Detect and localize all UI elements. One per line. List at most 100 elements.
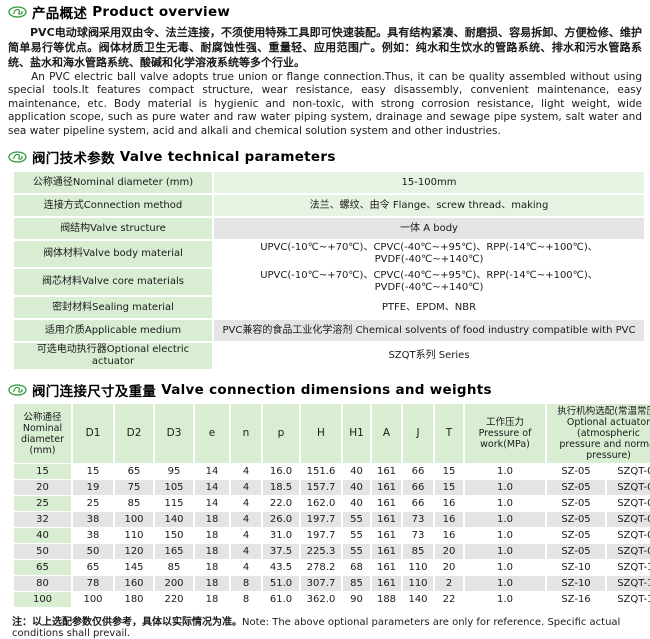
dimension-cell: 14	[195, 464, 229, 480]
dimension-cell: 278.2	[301, 560, 341, 576]
dimension-cell: 8	[231, 576, 261, 592]
dimension-cell: 1.0	[465, 576, 545, 592]
dimension-cell: SZ-10	[547, 576, 605, 592]
col-header-dimension: D1	[73, 404, 113, 464]
col-header-dimension: H	[301, 404, 341, 464]
param-value: PTFE、EPDM、NBR	[214, 297, 644, 319]
dimension-row: 65 65 145 85 18 4 43.5 278.2 68 161 110 20 1.0 SZ-10 S…	[14, 560, 650, 576]
dimension-cell: SZ-16	[547, 592, 605, 608]
overview-paragraph-en: An PVC electric ball valve adopts true u…	[8, 71, 642, 137]
nominal-diameter-cell: 80	[14, 576, 71, 592]
nominal-diameter-cell: 25	[14, 496, 71, 512]
nominal-diameter-cell: 65	[14, 560, 71, 576]
param-value: UPVC(-10℃~+70℃)、CPVC(-40℃~+95℃)、RPP(-14℃…	[214, 269, 644, 296]
dimension-cell: 4	[231, 480, 261, 496]
overview-title-zh: 产品概述	[32, 6, 88, 22]
tech-param-row: 公称通径Nominal diameter (mm) 15-100mm	[14, 172, 644, 194]
dimension-cell: 85	[403, 544, 433, 560]
dimension-cell: 26.0	[263, 512, 299, 528]
dimension-cell: 55	[343, 512, 370, 528]
dimension-cell: 140	[155, 512, 193, 528]
tech-param-row: 连接方式Connection method 法兰、螺纹、由令 Flange、scr…	[14, 195, 644, 217]
footnote-zh: 注：以上选配参数仅供参考，具体以实际情况为准。	[12, 617, 242, 629]
dimension-cell: 18	[195, 544, 229, 560]
param-label: 阀结构Valve structure	[14, 218, 212, 240]
dimension-cell: 18	[195, 512, 229, 528]
param-label: 连接方式Connection method	[14, 195, 212, 217]
dimension-cell: 160	[115, 576, 153, 592]
dimension-cell: 55	[343, 544, 370, 560]
dimension-cell: 4	[231, 464, 261, 480]
dimension-cell: 120	[115, 544, 153, 560]
tech-params-title-en: Valve technical parameters	[119, 149, 336, 166]
dimensions-heading: 阀门连接尺寸及重量 Valve connection dimensions an…	[8, 380, 642, 400]
dimension-cell: 18	[195, 528, 229, 544]
dimension-cell: 15	[73, 464, 113, 480]
nominal-diameter-cell: 50	[14, 544, 71, 560]
dimension-row: 15 15 65 95 14 4 16.0 151.6 40 161 66 15 1.0 SZ-05 SZQ…	[14, 464, 650, 480]
dimension-cell: 75	[115, 480, 153, 496]
dimension-cell: 19	[73, 480, 113, 496]
tech-param-row: 阀体材料Valve body material UPVC(-10℃~+70℃)、C…	[14, 241, 644, 268]
dimension-cell: 18	[195, 576, 229, 592]
dimension-cell: 40	[343, 480, 370, 496]
dimension-cell: 165	[155, 544, 193, 560]
param-value: SZQT系列 Series	[214, 343, 644, 370]
dimension-row: 32 38 100 140 18 4 26.0 197.7 55 161 73 16 1.0 SZ-05 S…	[14, 512, 650, 528]
dimension-cell: SZQT-05	[607, 480, 650, 496]
dimension-cell: SZ-10	[547, 560, 605, 576]
param-label: 密封材料Sealing material	[14, 297, 212, 319]
dimension-cell: 73	[403, 528, 433, 544]
dimension-cell: 1.0	[465, 528, 545, 544]
dimension-cell: 16	[435, 528, 463, 544]
dimension-cell: SZQT-10	[607, 576, 650, 592]
dimension-row: 50 50 120 165 18 4 37.5 225.3 55 161 85 20 1.0 SZ-05 S…	[14, 544, 650, 560]
nominal-diameter-cell: 20	[14, 480, 71, 496]
tech-param-row: 阀芯材料Valve core materials UPVC(-10℃~+70℃)、…	[14, 269, 644, 296]
dimension-cell: 225.3	[301, 544, 341, 560]
dimension-cell: SZ-05	[547, 480, 605, 496]
dimension-cell: 161	[372, 528, 401, 544]
dimension-cell: 85	[343, 576, 370, 592]
dimension-cell: 4	[231, 512, 261, 528]
tech-params-table: 公称通径Nominal diameter (mm) 15-100mm 连接方式Con…	[12, 170, 646, 371]
dimension-cell: 25	[73, 496, 113, 512]
dimension-cell: 161	[372, 480, 401, 496]
dimension-cell: 37.5	[263, 544, 299, 560]
dimension-row: 25 25 85 115 14 4 22.0 162.0 40 161 66 16 1.0 SZ-05 SZ…	[14, 496, 650, 512]
param-label: 适用介质Applicable medium	[14, 320, 212, 342]
dimension-cell: 65	[115, 464, 153, 480]
dimension-cell: 1.0	[465, 560, 545, 576]
dimension-cell: 2	[435, 576, 463, 592]
dimension-cell: 50	[73, 544, 113, 560]
col-header-dimension: D3	[155, 404, 193, 464]
dimension-cell: 220	[155, 592, 193, 608]
dimension-cell: 22.0	[263, 496, 299, 512]
dimension-cell: 61.0	[263, 592, 299, 608]
nominal-diameter-cell: 32	[14, 512, 71, 528]
dimension-cell: 4	[231, 560, 261, 576]
dimension-cell: 15	[435, 464, 463, 480]
dimension-cell: 85	[155, 560, 193, 576]
dimension-cell: 140	[403, 592, 433, 608]
tech-param-row: 密封材料Sealing material PTFE、EPDM、NBR	[14, 297, 644, 319]
dimension-cell: 66	[403, 480, 433, 496]
dimension-cell: 65	[73, 560, 113, 576]
dimension-cell: 180	[115, 592, 153, 608]
nominal-diameter-cell: 40	[14, 528, 71, 544]
footnote: 注：以上选配参数仅供参考，具体以实际情况为准。Note: The above o…	[12, 613, 642, 639]
tech-param-row: 适用介质Applicable medium PVC兼容的食品工业化学溶剂 Chem…	[14, 320, 644, 342]
dimension-cell: SZ-05	[547, 464, 605, 480]
param-value: 法兰、螺纹、由令 Flange、screw thread、making	[214, 195, 644, 217]
dimension-cell: SZ-05	[547, 496, 605, 512]
tech-param-row: 可选电动执行器Optional electric actuator SZQT系列 …	[14, 343, 644, 370]
dimension-cell: 16.0	[263, 464, 299, 480]
dimension-cell: 14	[195, 496, 229, 512]
dimension-cell: 110	[403, 576, 433, 592]
dimension-cell: 38	[73, 512, 113, 528]
dimension-cell: 66	[403, 464, 433, 480]
col-header-dimension: J	[403, 404, 433, 464]
col-header-dimension: H1	[343, 404, 370, 464]
param-value: UPVC(-10℃~+70℃)、CPVC(-40℃~+95℃)、RPP(-14℃…	[214, 241, 644, 268]
tech-params-title-zh: 阀门技术参数	[32, 151, 115, 168]
